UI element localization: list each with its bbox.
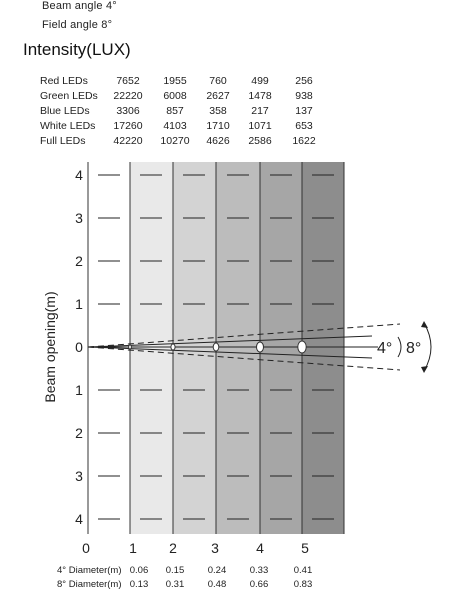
y-axis-label: Beam opening(m): [42, 291, 58, 402]
intensity-cell: 2627: [206, 90, 230, 102]
y-tick-label: 2: [75, 253, 83, 269]
distance-band: [302, 162, 344, 534]
y-tick-label: 1: [75, 382, 83, 398]
intensity-cell: 1622: [292, 135, 316, 147]
diameter-cell: 0.48: [207, 579, 227, 590]
diameter-cell: 0.83: [293, 579, 313, 590]
intensity-cell: 2586: [248, 135, 272, 147]
diameter-cell: 0.13: [129, 579, 149, 590]
intensity-cell: 1955: [163, 75, 187, 87]
page-title: Intensity(LUX): [23, 40, 131, 59]
beam-diagram: 4° 8° 4 3 2 1 0 1 2 3 4 0 1 2 3 4 5 Beam opening(m): [42, 162, 432, 556]
intensity-cell: 256: [295, 75, 313, 87]
intensity-cell: 499: [251, 75, 269, 87]
intensity-cell: 1710: [206, 120, 230, 132]
y-tick-label: 3: [75, 468, 83, 484]
y-tick-label: 3: [75, 210, 83, 226]
x-tick-label: 4: [256, 540, 264, 556]
arc-arrow-top: [421, 321, 428, 328]
intensity-row-label: Red LEDs: [40, 75, 88, 87]
diameter-cell: 0.31: [165, 579, 185, 590]
intensity-row-label: Green LEDs: [40, 90, 98, 102]
beam-cone: [87, 323, 401, 371]
y-tick-label: 4: [75, 167, 83, 183]
intensity-cell: 137: [295, 105, 313, 117]
intensity-cell: 42220: [113, 135, 143, 147]
beam-spots: [128, 340, 307, 354]
y-tick-label: 2: [75, 425, 83, 441]
diameter-cell: 0.33: [249, 565, 269, 576]
intensity-cell: 358: [209, 105, 227, 117]
intensity-cell: 938: [295, 90, 313, 102]
distance-band: [216, 162, 260, 534]
beam-4deg-upper: [87, 335, 373, 348]
beam-spot: [128, 344, 132, 350]
diameter-cell: 0.24: [207, 565, 227, 576]
y-tick-label: 0: [75, 339, 83, 355]
intensity-cell: 1478: [248, 90, 272, 102]
beam-spot: [297, 340, 307, 354]
intensity-cell: 6008: [163, 90, 187, 102]
x-tick-label: 5: [301, 540, 309, 556]
diameter-cell: 0.41: [293, 565, 313, 576]
arc-8deg: [423, 322, 432, 372]
diameter-cell: 0.15: [165, 565, 185, 576]
beam-8deg-lower: [87, 346, 401, 371]
beam-spot: [256, 341, 264, 353]
x-tick-label: 0: [82, 540, 90, 556]
intensity-cell: 17260: [113, 120, 143, 132]
x-tick-label: 3: [211, 540, 219, 556]
angle-arcs: [397, 321, 432, 373]
beam-spot: [212, 342, 220, 352]
y-tick-labels: 4 3 2 1 0 1 2 3 4: [75, 167, 83, 527]
intensity-cell: 1071: [248, 120, 272, 132]
intensity-cell: 7652: [116, 75, 140, 87]
intensity-row-label: Full LEDs: [40, 135, 86, 147]
intensity-cell: 653: [295, 120, 313, 132]
beam-spot: [170, 343, 176, 351]
intensity-row-label: White LEDs: [40, 120, 96, 132]
diameter-cell: 0.66: [249, 579, 269, 590]
intensity-cell: 3306: [116, 105, 140, 117]
intensity-cell: 857: [166, 105, 184, 117]
arc-arrow-bottom: [421, 366, 428, 373]
distance-band: [260, 162, 302, 534]
beam-8deg-upper: [87, 323, 401, 348]
x-tick-label: 1: [129, 540, 137, 556]
diameter-row-label: 4° Diameter(m): [57, 565, 122, 576]
distance-bands: [88, 162, 344, 534]
intensity-cell: 4103: [163, 120, 187, 132]
beam-4deg-lower: [87, 346, 373, 359]
angle-label-4: 4°: [377, 340, 392, 357]
distance-band: [173, 162, 216, 534]
x-tick-label: 2: [169, 540, 177, 556]
y-tick-label: 1: [75, 296, 83, 312]
intensity-row-label: Blue LEDs: [40, 105, 90, 117]
y-tick-label: 4: [75, 511, 83, 527]
diameter-cell: 0.06: [129, 565, 149, 576]
intensity-cell: 4626: [206, 135, 230, 147]
field-angle-label: Field angle 8°: [42, 19, 113, 31]
x-tick-labels: 0 1 2 3 4 5: [82, 540, 309, 556]
arc-4deg: [397, 336, 402, 358]
angle-label-8: 8°: [406, 340, 421, 357]
distance-band: [130, 162, 173, 534]
diameter-row-label: 8° Diameter(m): [57, 579, 122, 590]
intensity-cell: 22220: [113, 90, 143, 102]
intensity-cell: 217: [251, 105, 269, 117]
intensity-cell: 760: [209, 75, 227, 87]
beam-angle-label: Beam angle 4°: [42, 0, 117, 12]
grid-dashes: [98, 174, 334, 520]
intensity-cell: 10270: [160, 135, 190, 147]
